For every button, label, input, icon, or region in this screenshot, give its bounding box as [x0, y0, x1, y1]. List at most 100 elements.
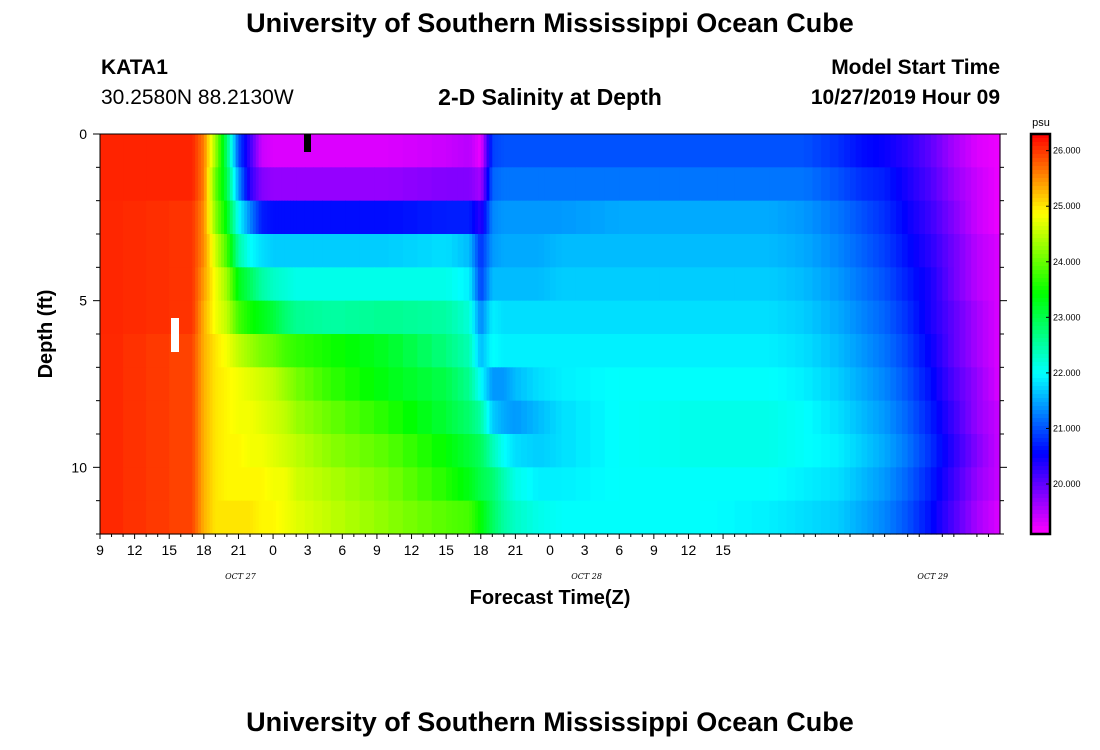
- heatmap-cell: [238, 167, 242, 202]
- colorbar-swatch: [1031, 194, 1050, 199]
- colorbar-swatch: [1031, 210, 1050, 215]
- colorbar-tick-label: 24.000: [1053, 257, 1081, 267]
- heatmap-cell: [200, 267, 205, 302]
- heatmap-cell: [500, 367, 505, 402]
- heatmap-cell: [812, 367, 822, 402]
- heatmap-cell: [769, 467, 779, 502]
- heatmap-cell: [590, 334, 606, 368]
- heatmap-cell: [803, 300, 814, 335]
- heatmap-cell: [555, 200, 563, 235]
- heatmap-cell: [252, 367, 257, 402]
- heatmap-cell: [169, 467, 193, 502]
- heatmap-cell: [200, 234, 205, 268]
- heatmap-cell: [884, 334, 891, 368]
- heatmap-cell: [252, 300, 257, 335]
- heatmap-cell: [417, 467, 433, 502]
- heatmap-cell: [890, 167, 897, 202]
- heatmap-cell: [252, 134, 257, 168]
- heatmap-cell: [250, 334, 254, 368]
- heatmap-cell: [994, 500, 1001, 535]
- heatmap-cell: [388, 267, 404, 302]
- heatmap-cell: [509, 234, 514, 268]
- footer-title: University of Southern Mississippi Ocean…: [246, 707, 854, 737]
- heatmap-cell: [374, 234, 390, 268]
- heatmap-cell: [751, 167, 770, 202]
- heatmap-cell: [229, 367, 234, 402]
- colorbar-swatch: [1031, 478, 1050, 483]
- heatmap-cell: [515, 234, 522, 268]
- heatmap-cell: [829, 267, 840, 302]
- heatmap-cell: [100, 134, 124, 168]
- heatmap-cell: [267, 367, 271, 402]
- heatmap-cell: [226, 300, 231, 335]
- heatmap-cell: [232, 234, 237, 268]
- colorbar-swatch: [1031, 442, 1050, 447]
- heatmap-cell: [498, 300, 502, 335]
- heatmap-cell: [345, 367, 361, 402]
- heatmap-cell: [270, 434, 274, 468]
- heatmap-cell: [123, 434, 147, 468]
- heatmap-cell: [480, 200, 485, 235]
- heatmap-cell: [532, 300, 540, 335]
- heatmap-cell: [475, 134, 479, 168]
- heatmap-cell: [218, 134, 222, 168]
- heatmap-cell: [209, 300, 214, 335]
- heatmap-cell: [472, 500, 476, 535]
- colorbar-swatch: [1031, 518, 1050, 523]
- heatmap-cell: [489, 367, 493, 402]
- heatmap-cell: [146, 300, 170, 335]
- heatmap-cell: [169, 234, 193, 268]
- heatmap-cell: [475, 434, 479, 468]
- heatmap-cell: [526, 167, 534, 202]
- heatmap-cell: [345, 300, 361, 335]
- heatmap-cell: [590, 434, 606, 468]
- heatmap-cell: [867, 267, 874, 302]
- heatmap-cell: [229, 467, 234, 502]
- heatmap-cell: [232, 367, 237, 402]
- heatmap-cell: [146, 234, 170, 268]
- heatmap-cell: [751, 500, 770, 535]
- heatmap-cell: [844, 367, 851, 402]
- heatmap-cell: [296, 234, 306, 268]
- heatmap-cell: [867, 434, 874, 468]
- heatmap-cell: [330, 434, 346, 468]
- colorbar-swatch: [1031, 238, 1050, 243]
- heatmap-cell: [919, 434, 926, 468]
- heatmap-cell: [930, 234, 938, 268]
- heatmap-cell: [261, 167, 266, 202]
- heatmap-cell: [192, 134, 196, 168]
- heatmap-cell: [873, 200, 880, 235]
- heatmap-cell: [930, 400, 938, 435]
- heatmap-cell: [503, 267, 508, 302]
- heatmap-cell: [218, 200, 222, 235]
- heatmap-cell: [304, 334, 315, 368]
- heatmap-cell: [322, 267, 332, 302]
- heatmap-cell: [402, 267, 418, 302]
- colorbar-swatch: [1031, 430, 1050, 435]
- heatmap-cell: [838, 334, 845, 368]
- heatmap-cell: [198, 500, 202, 535]
- heatmap-cell: [777, 167, 788, 202]
- heatmap-cell: [873, 500, 880, 535]
- heatmap-cell: [417, 434, 433, 468]
- heatmap-cell: [734, 134, 753, 168]
- heatmap-cell: [959, 400, 966, 435]
- heatmap-cell: [250, 234, 254, 268]
- heatmap-cell: [953, 234, 961, 268]
- heatmap-cell: [313, 467, 323, 502]
- heatmap-cell: [212, 267, 216, 302]
- heatmap-cell: [267, 234, 271, 268]
- heatmap-cell: [486, 134, 491, 168]
- heatmap-cell: [829, 400, 840, 435]
- heatmap-cell: [267, 400, 271, 435]
- colorbar-tick-label: 23.000: [1053, 312, 1081, 322]
- heatmap-cell: [803, 334, 814, 368]
- heatmap-cell: [896, 467, 903, 502]
- heatmap-cell: [590, 367, 606, 402]
- heatmap-cell: [304, 400, 315, 435]
- heatmap-cell: [209, 200, 214, 235]
- heatmap-cell: [169, 134, 193, 168]
- heatmap-cell: [521, 367, 528, 402]
- heatmap-cell: [965, 267, 972, 302]
- x-tick-label: 15: [715, 542, 731, 558]
